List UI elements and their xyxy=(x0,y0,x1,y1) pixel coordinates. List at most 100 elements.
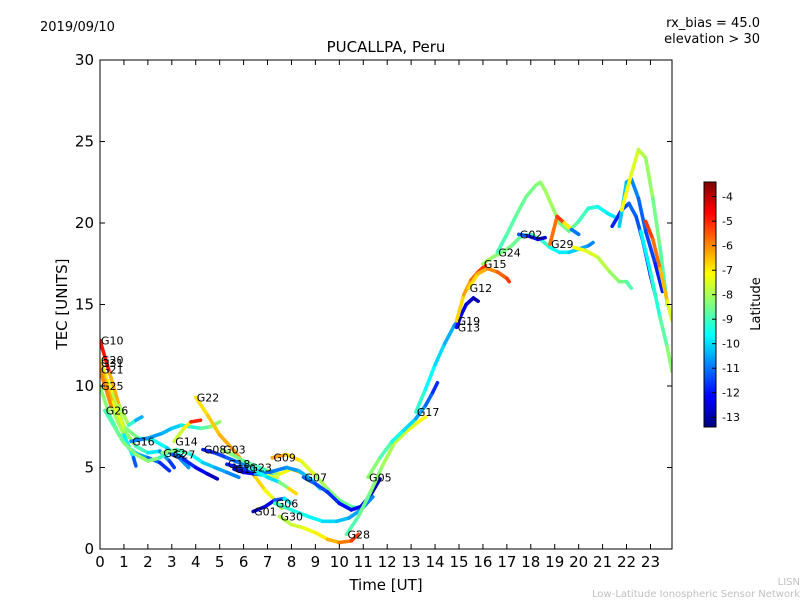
x-tick-label: 9 xyxy=(311,553,321,571)
x-tick-label: 8 xyxy=(287,553,297,571)
series-label-g24: G24 xyxy=(498,246,521,259)
trace-segment xyxy=(430,380,440,395)
series-label-g01: G01 xyxy=(254,506,277,519)
trace-segment xyxy=(596,255,612,274)
trace-segment xyxy=(495,270,509,281)
trace-segment xyxy=(313,473,330,491)
trace-g32 xyxy=(160,447,241,480)
y-tick-label: 5 xyxy=(84,459,94,477)
trace-segment xyxy=(596,204,610,216)
trace-segment xyxy=(146,449,162,455)
trace-segment xyxy=(189,452,205,465)
trace-segment xyxy=(213,451,229,460)
x-tick-label: 3 xyxy=(167,553,177,571)
trace-unlabeled xyxy=(639,229,672,374)
trace-segment xyxy=(402,416,418,432)
trace-segment xyxy=(146,455,162,463)
trace-segment xyxy=(201,460,217,470)
trace-segment xyxy=(335,516,351,524)
y-tick-label: 30 xyxy=(75,51,94,69)
trace-segment xyxy=(129,436,150,444)
x-tick-label: 0 xyxy=(95,553,105,571)
series-label-g32: G32 xyxy=(163,447,186,460)
trace-segment xyxy=(325,537,342,545)
trace-segment xyxy=(296,468,313,481)
trace-segment xyxy=(624,279,634,291)
trace-segment xyxy=(134,444,150,455)
trace-segment xyxy=(586,240,595,248)
trace-segment xyxy=(658,315,670,349)
series-label-g13: G13 xyxy=(458,321,481,334)
series-label-g18: G18 xyxy=(228,458,251,471)
trace-segment xyxy=(241,470,258,476)
trace-segment xyxy=(505,276,512,284)
series-label-g05: G05 xyxy=(369,471,392,484)
trace-segment xyxy=(500,244,514,255)
trace-segment xyxy=(205,472,220,481)
trace-segment xyxy=(169,452,186,462)
trace-segment xyxy=(454,312,464,330)
series-label-g07: G07 xyxy=(304,471,327,484)
trace-segment xyxy=(636,196,648,233)
trace-g02 xyxy=(517,232,547,242)
x-tick-label: 21 xyxy=(593,553,612,571)
trace-segment xyxy=(107,371,121,408)
trace-segment xyxy=(100,361,114,405)
trace-g01 xyxy=(251,496,294,514)
x-tick-label: 7 xyxy=(263,553,273,571)
chart-title: PUCALLPA, Peru xyxy=(327,38,446,56)
trace-segment xyxy=(313,530,330,542)
series-label-g27: G27 xyxy=(173,448,196,461)
trace-segment xyxy=(174,447,193,457)
trace-segment xyxy=(481,255,495,266)
trace-g12 xyxy=(466,266,512,291)
series-label-g25: G25 xyxy=(101,380,124,393)
trace-segment xyxy=(102,408,117,429)
series-label-g12: G12 xyxy=(470,282,493,295)
series-traces xyxy=(100,147,672,545)
trace-segment xyxy=(122,424,141,440)
series-label-g11: G11 xyxy=(235,463,258,476)
trace-segment xyxy=(284,452,303,463)
x-tick-label: 15 xyxy=(449,553,468,571)
trace-segment xyxy=(289,508,311,519)
trace-segment xyxy=(110,400,126,432)
trace-segment xyxy=(277,480,291,491)
trace-segment xyxy=(651,196,662,250)
y-tick-label: 15 xyxy=(75,296,94,314)
trace-segment xyxy=(289,522,306,530)
series-label-g10: G10 xyxy=(101,334,124,347)
series-label-g15: G15 xyxy=(484,258,507,271)
trace-segment xyxy=(471,296,480,304)
trace-segment xyxy=(550,204,562,225)
y-axis: 0 5 10 15 20 25 30 xyxy=(75,51,672,558)
trace-segment xyxy=(548,214,559,246)
trace-segment xyxy=(299,459,318,478)
x-tick-label: 19 xyxy=(545,553,564,571)
trace-segment xyxy=(584,248,600,260)
trace-segment xyxy=(325,490,342,506)
trace-segment xyxy=(454,292,466,323)
trace-segment xyxy=(110,407,126,437)
trace-segment xyxy=(495,232,509,255)
trace-segment xyxy=(158,460,172,473)
x-tick-label: 17 xyxy=(497,553,516,571)
y-tick-label: 10 xyxy=(75,377,94,395)
trace-segment xyxy=(414,387,428,414)
x-tick-label: 1 xyxy=(119,553,129,571)
trace-segment xyxy=(122,441,138,457)
colorbar-tick-label: -12 xyxy=(722,387,740,400)
trace-segment xyxy=(225,470,241,480)
trace-segment xyxy=(100,367,114,411)
trace-segment xyxy=(423,363,437,392)
trace-segment xyxy=(122,428,138,449)
y-tick-label: 0 xyxy=(84,540,94,558)
trace-segment xyxy=(636,147,648,160)
x-tick-label: 5 xyxy=(215,553,225,571)
trace-segment xyxy=(643,229,658,266)
trace-segment xyxy=(270,452,289,460)
trace-segment xyxy=(167,459,176,470)
trace-segment xyxy=(201,447,217,455)
trace-segment xyxy=(543,188,555,209)
